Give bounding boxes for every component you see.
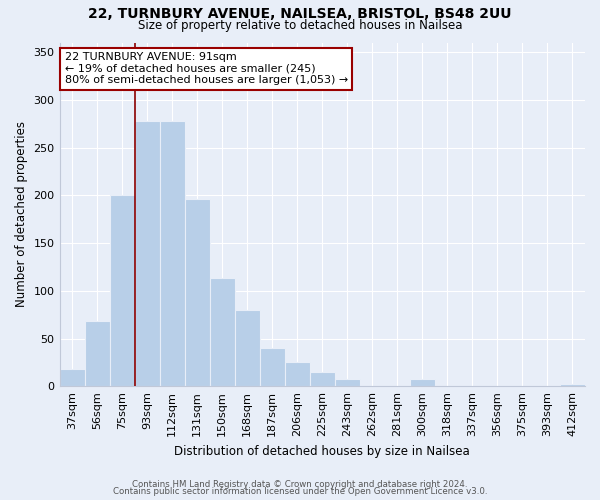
Bar	[59, 369, 85, 386]
Text: Size of property relative to detached houses in Nailsea: Size of property relative to detached ho…	[138, 19, 462, 32]
Bar	[310, 372, 335, 386]
Bar	[260, 348, 285, 387]
Bar	[410, 378, 435, 386]
Bar	[209, 278, 235, 386]
X-axis label: Distribution of detached houses by size in Nailsea: Distribution of detached houses by size …	[175, 444, 470, 458]
Text: 22 TURNBURY AVENUE: 91sqm
← 19% of detached houses are smaller (245)
80% of semi: 22 TURNBURY AVENUE: 91sqm ← 19% of detac…	[65, 52, 348, 86]
Bar	[160, 121, 185, 386]
Bar	[235, 310, 260, 386]
Bar	[285, 362, 310, 386]
Bar	[185, 199, 209, 386]
Bar	[110, 196, 134, 386]
Bar	[335, 378, 360, 386]
Text: Contains HM Land Registry data © Crown copyright and database right 2024.: Contains HM Land Registry data © Crown c…	[132, 480, 468, 489]
Text: 22, TURNBURY AVENUE, NAILSEA, BRISTOL, BS48 2UU: 22, TURNBURY AVENUE, NAILSEA, BRISTOL, B…	[88, 8, 512, 22]
Bar	[560, 384, 585, 386]
Bar	[134, 121, 160, 386]
Text: Contains public sector information licensed under the Open Government Licence v3: Contains public sector information licen…	[113, 487, 487, 496]
Y-axis label: Number of detached properties: Number of detached properties	[15, 122, 28, 308]
Bar	[85, 322, 110, 386]
